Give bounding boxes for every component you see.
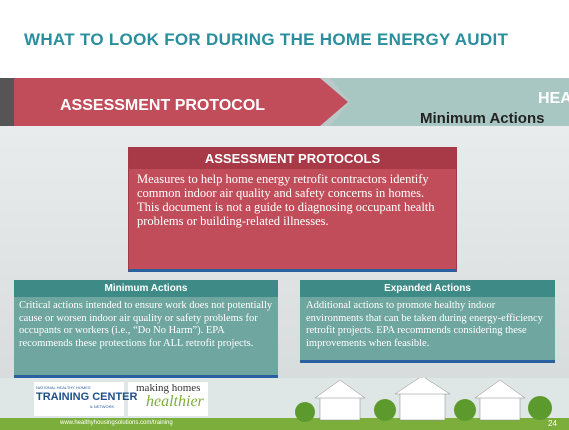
minimum-text: Critical actions intended to ensure work… (14, 297, 278, 353)
slide: WHAT TO LOOK FOR DURING THE HOME ENERGY … (0, 0, 569, 430)
footer-url: www.healthyhousingsolutions.com/training (60, 420, 173, 426)
main-box-title: ASSESSMENT PROTOCOLS (129, 148, 456, 169)
page-number: 24 (548, 419, 557, 428)
logo1-sub: & NETWORK (90, 404, 114, 409)
minimum-title: Minimum Actions (14, 280, 278, 297)
expanded-title: Expanded Actions (300, 280, 555, 297)
expanded-box: Expanded Actions Additional actions to p… (300, 280, 555, 363)
main-box-text: Measures to help home energy retrofit co… (129, 169, 456, 231)
logo1-main: TRAINING CENTER (36, 391, 137, 403)
logo1-top: NATIONAL HEALTHY HOMES (36, 385, 91, 390)
slide-title: WHAT TO LOOK FOR DURING THE HOME ENERGY … (24, 30, 508, 50)
banner-sub: Minimum Actions (420, 110, 544, 127)
banner-left: ASSESSMENT PROTOCOL (60, 97, 265, 115)
logo2-main: healthier (146, 393, 204, 411)
minimum-box: Minimum Actions Critical actions intende… (14, 280, 278, 378)
banner-right: HEA (538, 90, 569, 108)
expanded-text: Additional actions to promote healthy in… (300, 297, 555, 353)
main-box: ASSESSMENT PROTOCOLS Measures to help ho… (128, 147, 457, 272)
